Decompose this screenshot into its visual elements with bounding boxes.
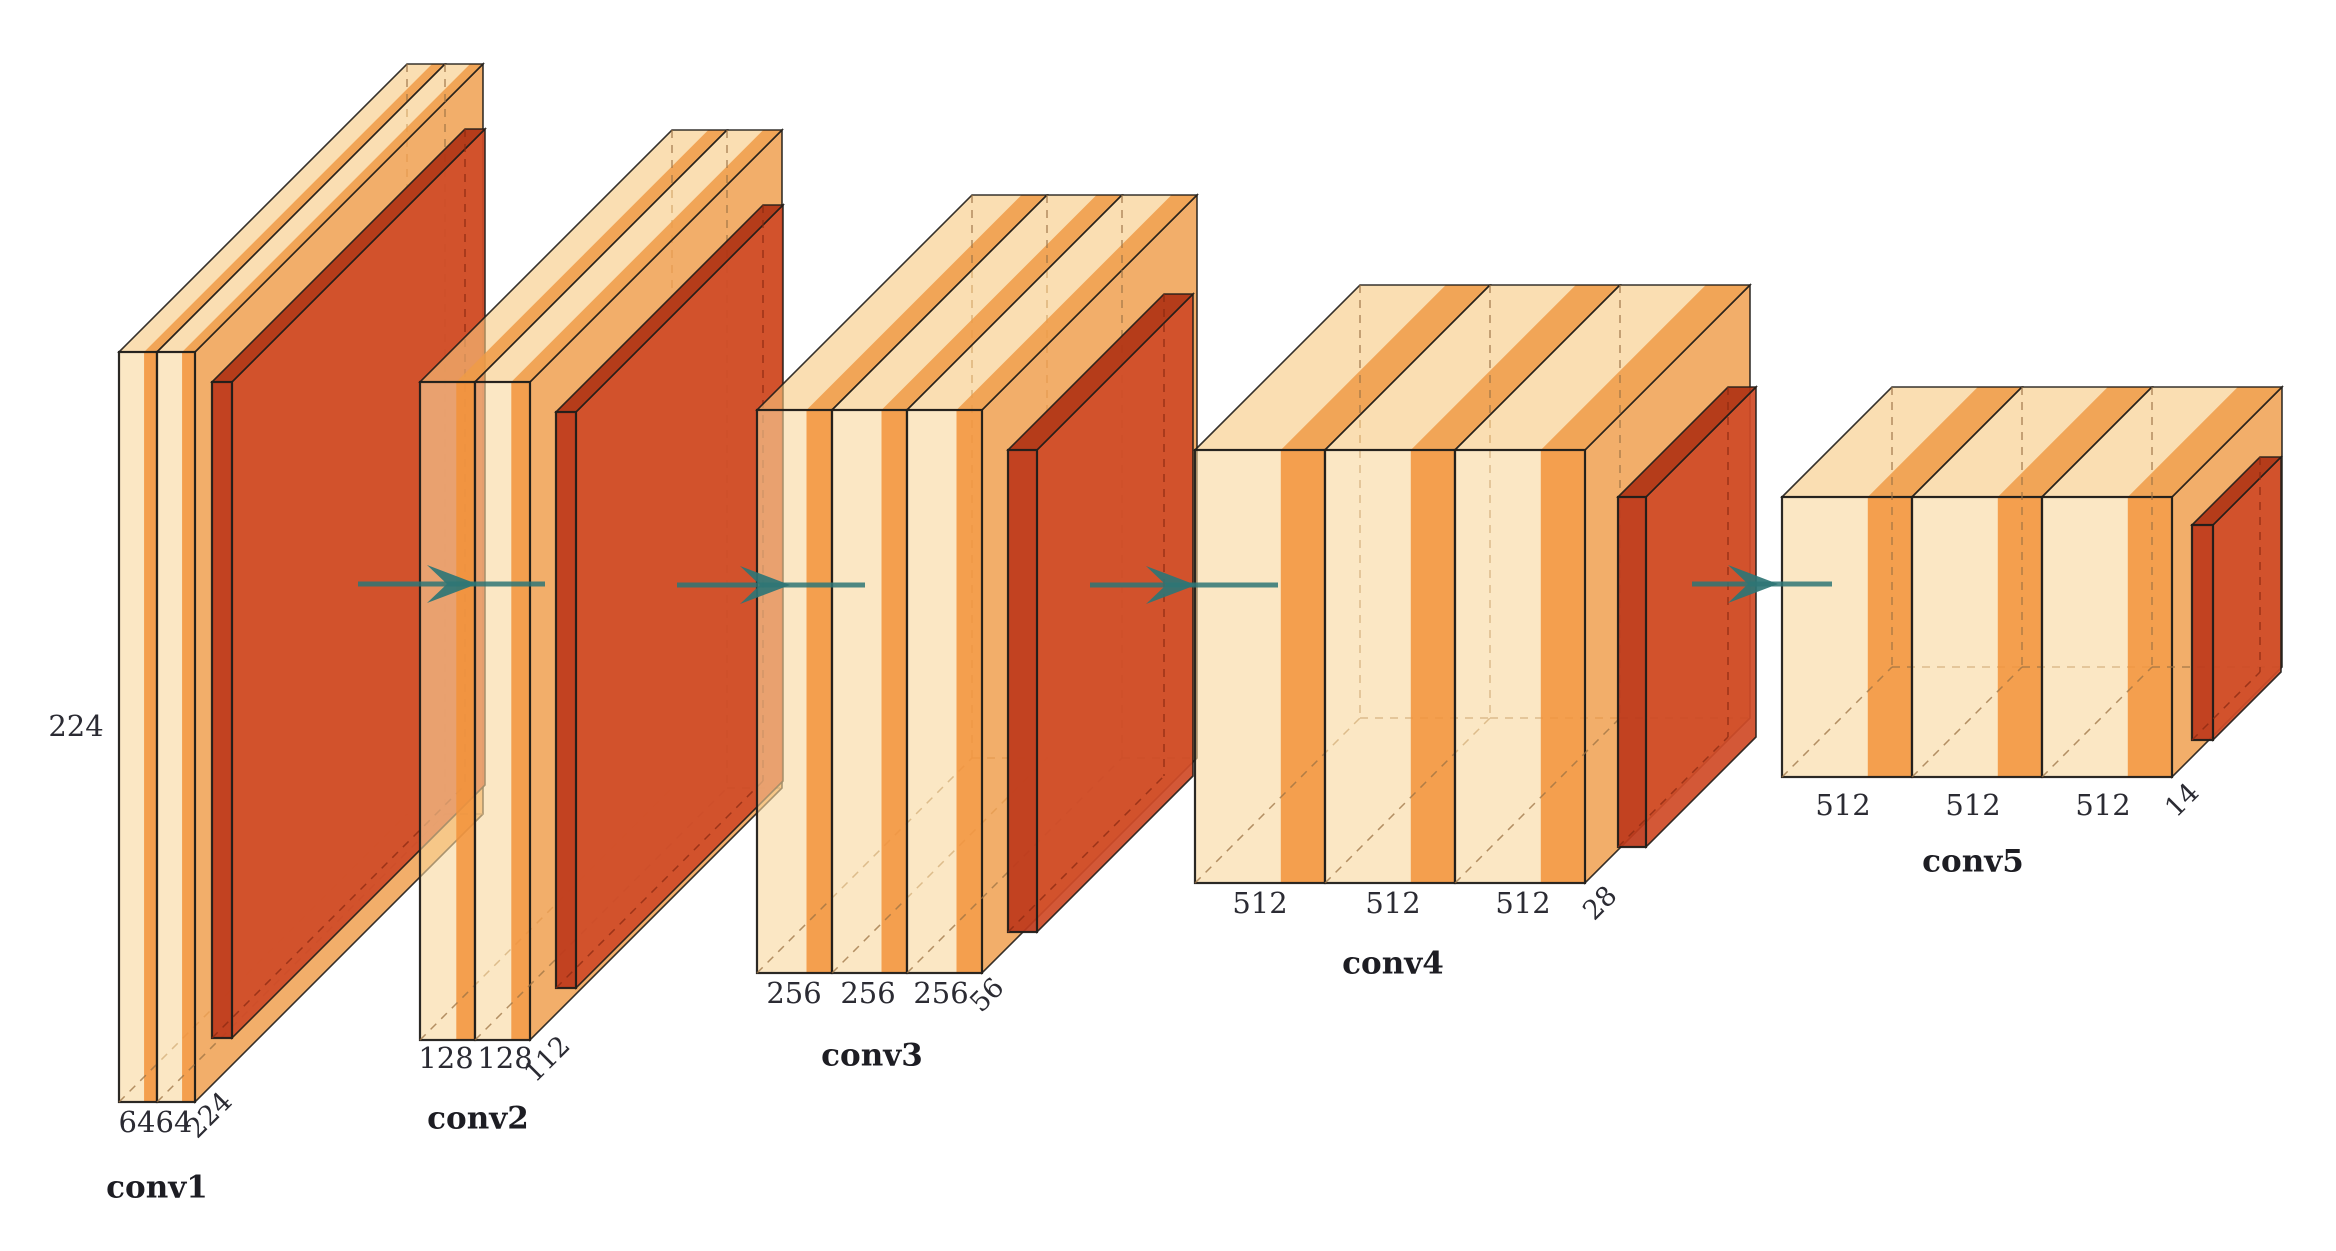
conv-slab-top-band bbox=[456, 130, 727, 382]
conv-slab-front-band bbox=[956, 410, 982, 973]
conv-slab-front-band bbox=[806, 410, 832, 973]
flow-arrowhead-icon bbox=[1728, 565, 1778, 603]
conv-slab-front-band bbox=[144, 352, 157, 1102]
conv-slab-top-band bbox=[956, 195, 1197, 410]
channel-count-label: 256 bbox=[840, 976, 895, 1010]
pool-slab-front-face bbox=[554, 410, 578, 990]
conv-slab-top-band bbox=[1410, 285, 1620, 450]
conv-slab-front-band bbox=[2127, 497, 2172, 777]
pool-slab-front-face bbox=[210, 380, 234, 1040]
flow-arrowhead-icon bbox=[1146, 566, 1196, 604]
channel-count-label: 512 bbox=[1232, 886, 1287, 920]
flow-arrowhead-icon bbox=[427, 565, 477, 603]
conv-slab-top-band bbox=[1997, 387, 2152, 497]
pool-slab-front-face bbox=[1616, 495, 1648, 849]
conv-slab-front-band bbox=[1410, 450, 1455, 883]
conv-slab-front-outline bbox=[473, 380, 532, 1042]
conv-slab-front-outline bbox=[2040, 495, 2174, 779]
channel-count-label: 256 bbox=[766, 976, 821, 1010]
pool-slab-front-face bbox=[1006, 448, 1039, 934]
conv-slab-front-band bbox=[881, 410, 907, 973]
input-height-label: 224 bbox=[48, 709, 103, 743]
channel-count-label: 512 bbox=[1815, 788, 1870, 822]
block-name-label: conv5 bbox=[1922, 844, 2024, 880]
conv-slab-front-outline bbox=[905, 408, 984, 975]
conv-slab-front-band bbox=[1280, 450, 1325, 883]
block-name-label: conv3 bbox=[821, 1038, 923, 1074]
channel-count-label: 256 bbox=[913, 976, 968, 1010]
hidden-edge-line bbox=[555, 780, 764, 989]
conv-slab-front-band bbox=[1997, 497, 2042, 777]
channel-count-label: 64 bbox=[156, 1105, 193, 1139]
conv-slab-top-band bbox=[1540, 285, 1750, 450]
conv-slab-top-band bbox=[1280, 285, 1490, 450]
conv-slab-top-band bbox=[1867, 387, 2022, 497]
conv-slab-front-band bbox=[456, 382, 475, 1040]
conv-slab-top-band bbox=[182, 64, 483, 352]
channel-count-label: 512 bbox=[1365, 886, 1420, 920]
flow-arrowhead-icon bbox=[740, 566, 790, 604]
channel-count-label: 512 bbox=[2075, 788, 2130, 822]
hidden-edge-line bbox=[1617, 736, 1729, 848]
channel-count-label: 128 bbox=[418, 1041, 473, 1075]
conv-slab-front-outline bbox=[1453, 448, 1587, 885]
hidden-edge-line bbox=[1007, 775, 1165, 933]
hidden-edge-line bbox=[1781, 666, 1893, 778]
block-name-label: conv1 bbox=[106, 1170, 208, 1206]
hidden-edge-line bbox=[1911, 666, 2023, 778]
block-name-label: conv4 bbox=[1342, 946, 1444, 982]
channel-count-label: 128 bbox=[477, 1041, 532, 1075]
hidden-edge-line bbox=[156, 813, 446, 1103]
block-name-label: conv2 bbox=[427, 1101, 529, 1137]
conv-slab-front-band bbox=[1540, 450, 1585, 883]
conv-slab-top-band bbox=[806, 195, 1047, 410]
conv-slab-front-outline bbox=[155, 350, 197, 1104]
channel-count-label: 512 bbox=[1495, 886, 1550, 920]
conv-slab-top-band bbox=[144, 64, 445, 352]
hidden-edge-line bbox=[2041, 666, 2153, 778]
conv-slab-front-band bbox=[511, 382, 530, 1040]
conv-slab-top-band bbox=[2127, 387, 2282, 497]
conv-slab-top-band bbox=[511, 130, 782, 382]
channel-count-label: 64 bbox=[119, 1105, 156, 1139]
conv-slab-top-band bbox=[881, 195, 1122, 410]
conv-slab-front-band bbox=[1867, 497, 1912, 777]
flow-arrows bbox=[358, 565, 1832, 604]
conv-slab-front-band bbox=[182, 352, 195, 1102]
channel-count-label: 512 bbox=[1945, 788, 2000, 822]
pool-slab-front-face bbox=[2190, 523, 2215, 742]
hidden-edge-line bbox=[2191, 671, 2261, 741]
